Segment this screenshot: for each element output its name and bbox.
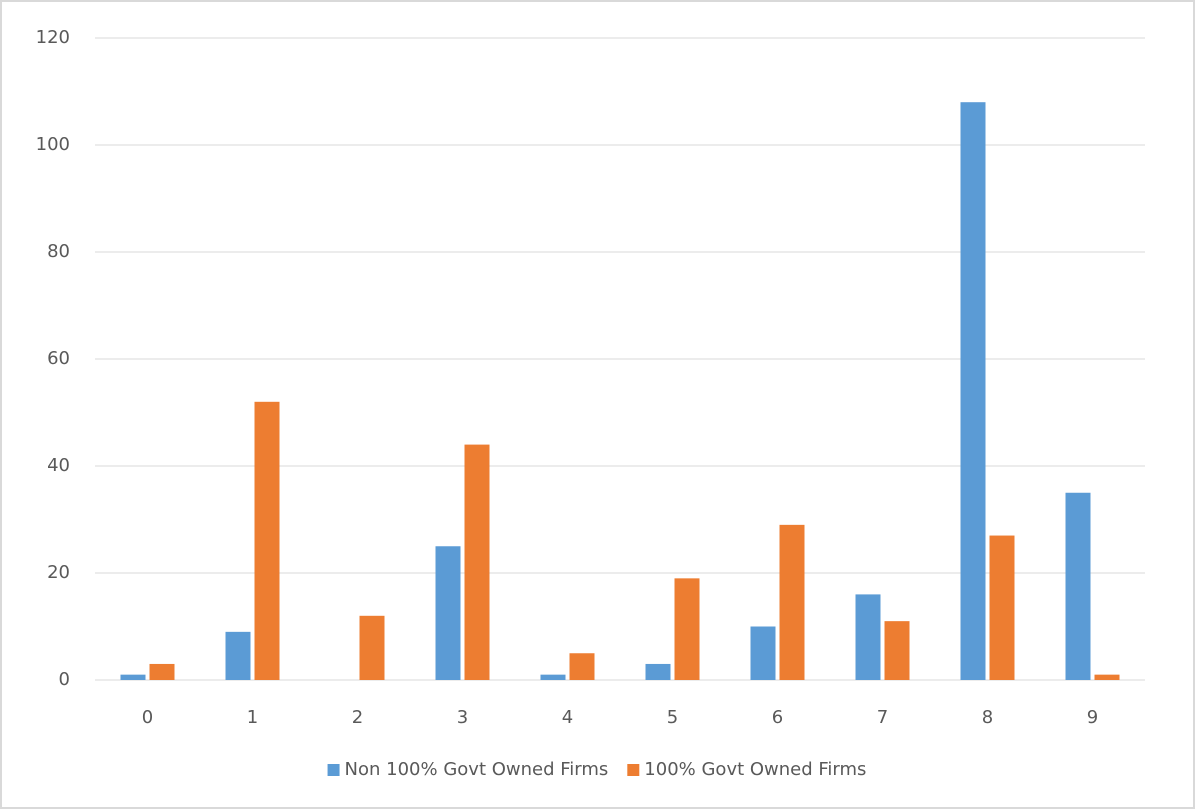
legend-swatch — [627, 764, 640, 776]
bar — [149, 663, 175, 680]
legend-label: Non 100% Govt Owned Firms — [345, 759, 609, 780]
bar — [884, 621, 910, 680]
bar — [435, 546, 461, 680]
bar — [1094, 674, 1120, 680]
bar — [120, 674, 146, 680]
bar — [540, 674, 566, 680]
x-tick-label: 0 — [142, 707, 153, 728]
legend-swatch — [327, 764, 340, 776]
legend-label: 100% Govt Owned Firms — [644, 759, 866, 780]
x-tick-label: 7 — [877, 707, 888, 728]
y-tick-label: 100 — [36, 134, 70, 155]
bar — [464, 444, 490, 680]
bar — [855, 594, 881, 680]
x-tick-label: 4 — [562, 707, 573, 728]
y-tick-label: 40 — [47, 455, 70, 476]
x-tick-label: 6 — [772, 707, 783, 728]
bar — [645, 663, 671, 680]
bar — [674, 578, 700, 680]
x-tick-label: 3 — [457, 707, 468, 728]
bar — [779, 524, 805, 680]
y-tick-label: 80 — [47, 241, 70, 262]
bar — [989, 535, 1015, 680]
bar — [1065, 492, 1091, 680]
x-tick-label: 9 — [1087, 707, 1098, 728]
bar — [960, 102, 986, 680]
bar — [254, 401, 280, 680]
x-tick-label: 2 — [352, 707, 363, 728]
y-tick-label: 60 — [47, 348, 70, 369]
bar — [225, 631, 251, 680]
y-tick-label: 0 — [59, 669, 70, 690]
bar — [569, 653, 595, 680]
y-tick-label: 20 — [47, 562, 70, 583]
bar — [359, 615, 385, 680]
x-tick-label: 1 — [247, 707, 258, 728]
x-tick-label: 8 — [982, 707, 993, 728]
x-tick-label: 5 — [667, 707, 678, 728]
bar — [750, 626, 776, 680]
y-tick-label: 120 — [36, 27, 70, 48]
